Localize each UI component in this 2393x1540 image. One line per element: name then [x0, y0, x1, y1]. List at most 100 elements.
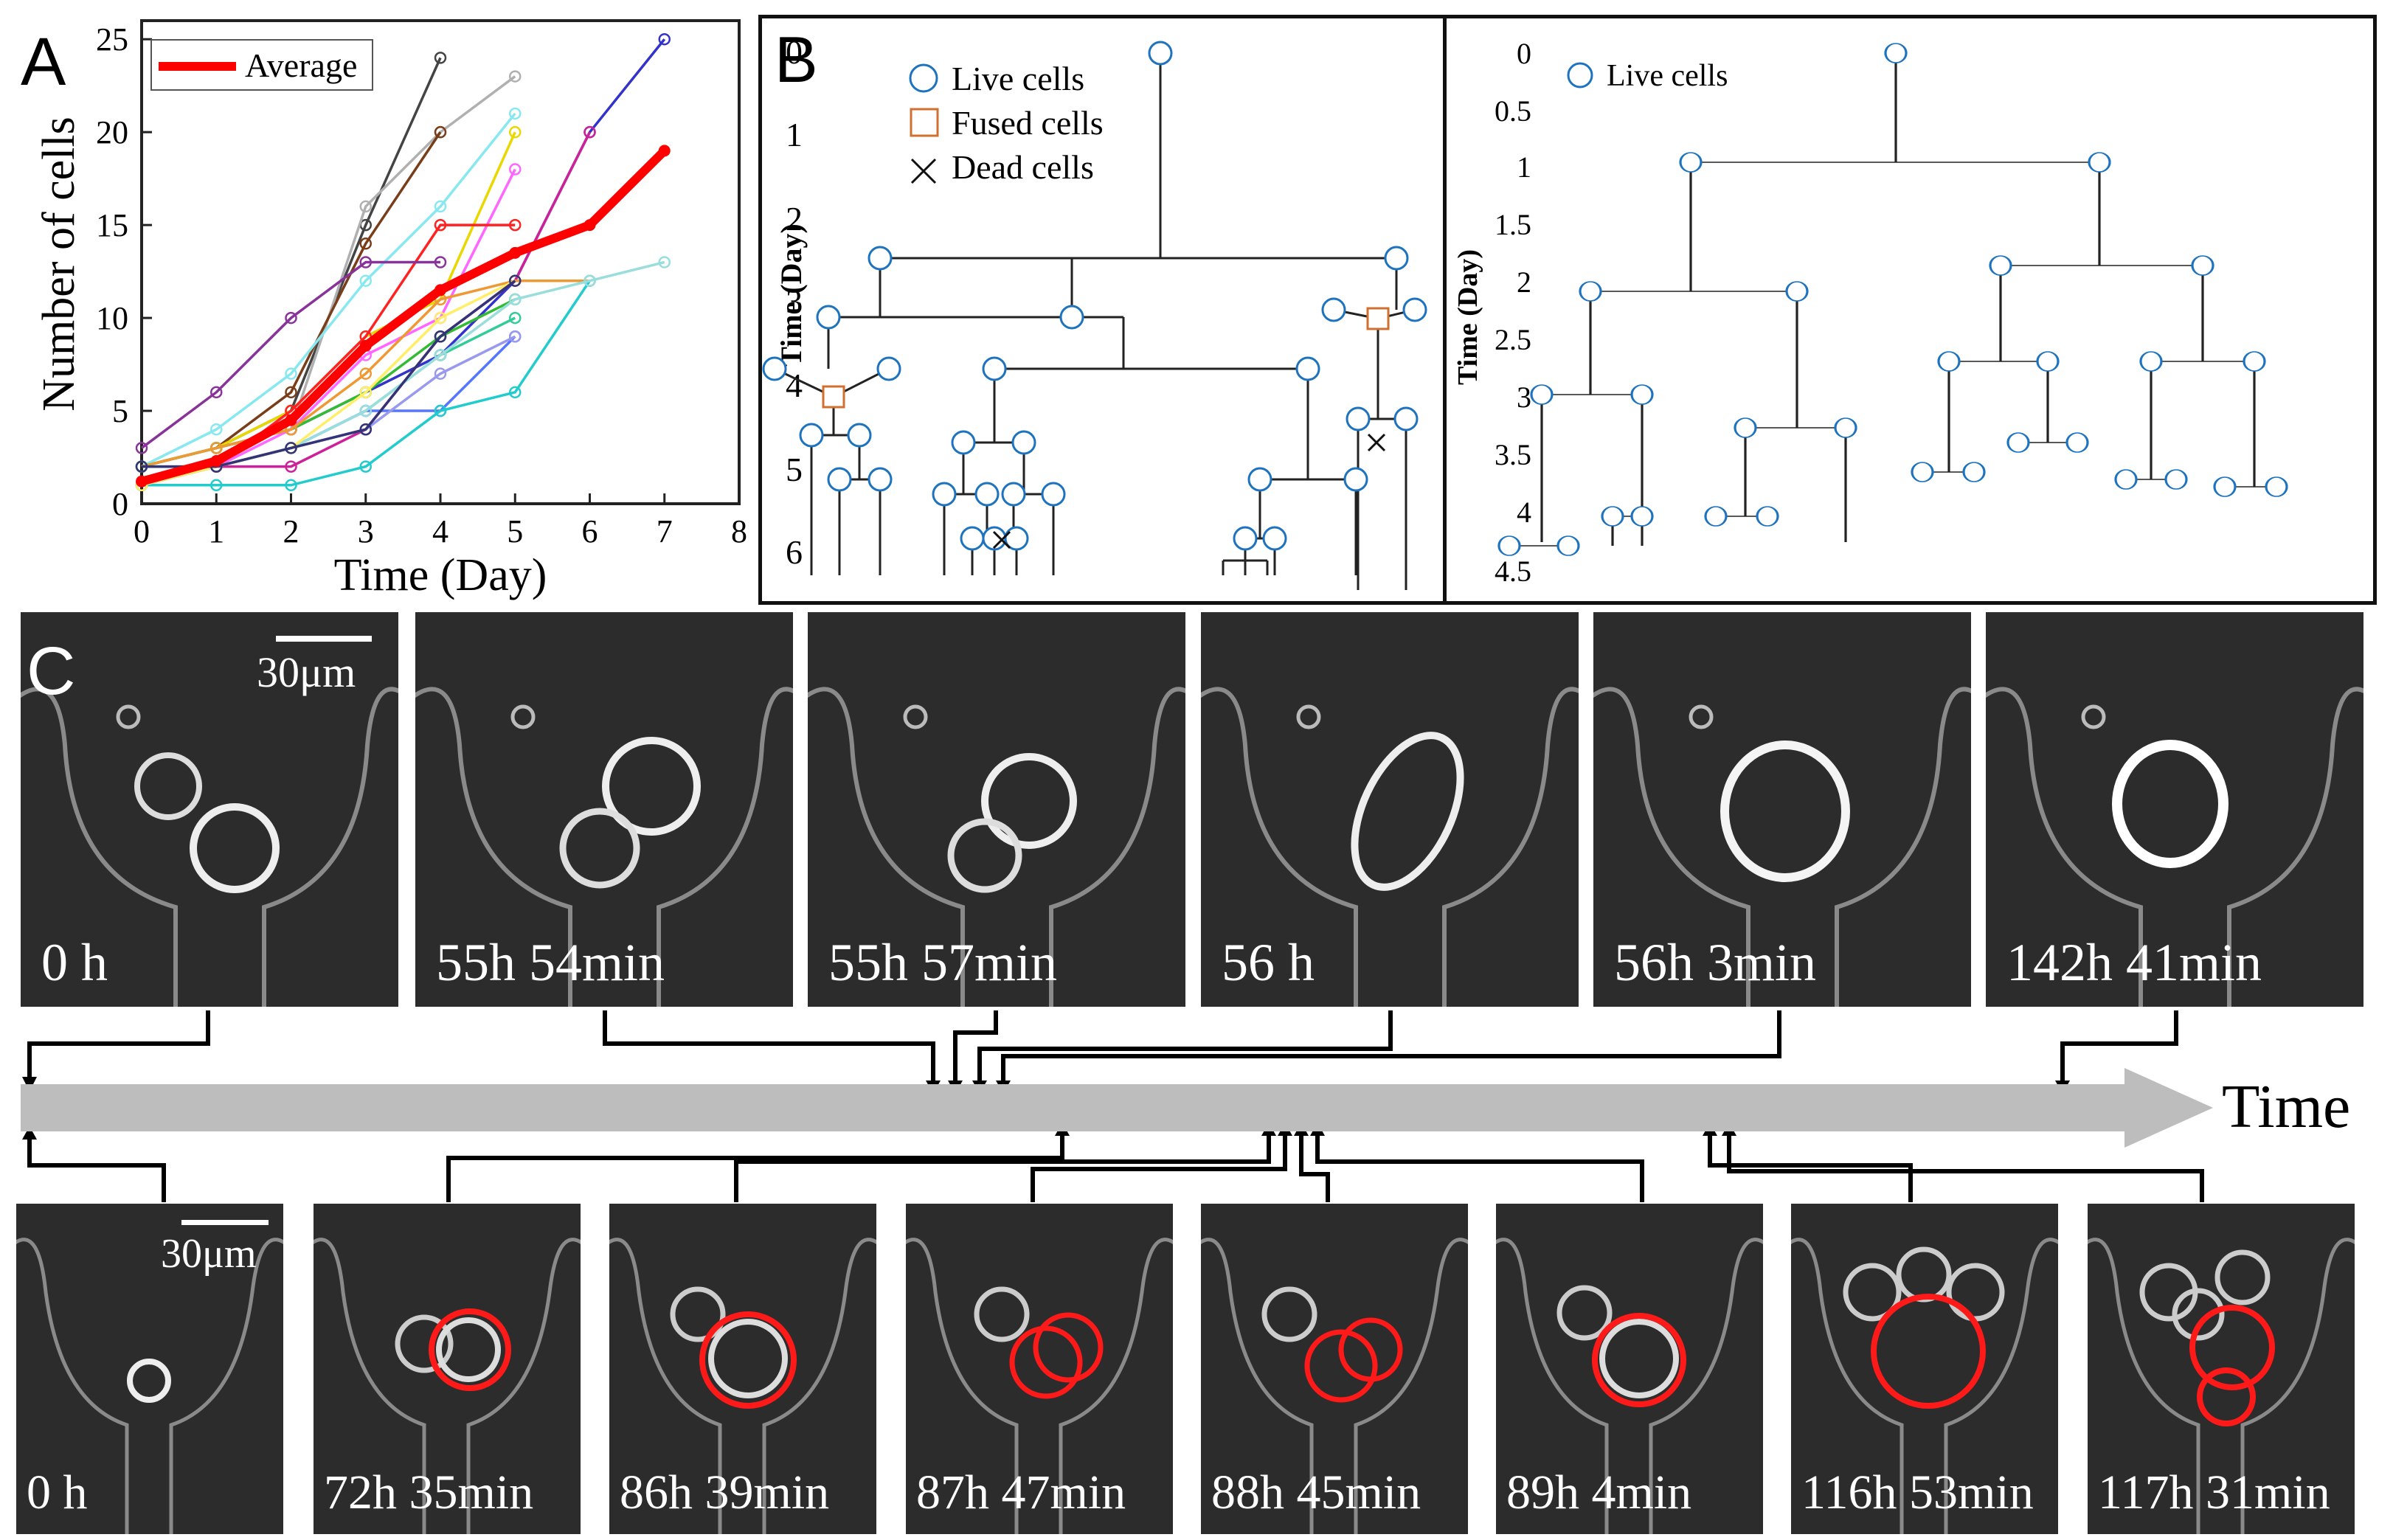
series-line-16	[142, 280, 591, 487]
tick-3-5: 3.5	[1495, 438, 1531, 471]
live-cell-marker	[1233, 526, 1258, 551]
tick-2: 2	[1517, 266, 1531, 299]
series-17-point	[509, 293, 522, 306]
series-line-6	[141, 112, 516, 468]
legend-dead-cells: Dead cells	[952, 148, 1094, 186]
frame-bottom-3: 86h 39min	[609, 1204, 876, 1534]
x-tick-label: 6	[582, 513, 598, 549]
timestamp: 88h 45min	[1211, 1466, 1421, 1519]
series-8-point	[509, 163, 522, 176]
series-9-point	[434, 218, 447, 232]
live-cell-marker	[1011, 430, 1036, 455]
live-cell-marker	[932, 482, 957, 507]
live-cell-marker	[2243, 351, 2266, 372]
panel-label-a: A	[21, 24, 66, 100]
average-point	[583, 219, 596, 232]
scale-bar-label: 30μm	[161, 1231, 257, 1277]
frame-top-4: 56 h	[1201, 612, 1579, 1007]
series-3-point	[434, 125, 447, 139]
series-16-point	[285, 479, 297, 492]
chamber-graphic	[314, 1238, 581, 1534]
time-arrow-label: Time	[2222, 1072, 2350, 1141]
time-axis-left: 0 1 2 3 4 5 6 Time (Day)	[775, 33, 808, 571]
x-tick-label: 2	[283, 513, 299, 549]
growth-chart: 0 1 2 3 4 5 6 7 8 0 5 10 15 20 25 Time (Day) Number of…	[34, 19, 747, 600]
panel-label-c: C	[27, 634, 76, 709]
tick-3: 3	[786, 282, 803, 320]
live-cell-marker	[2139, 351, 2163, 372]
live-cell-marker	[2213, 476, 2237, 497]
series-2-point	[509, 70, 522, 83]
x-tick-label: 7	[657, 513, 673, 549]
live-cell-marker	[762, 356, 787, 381]
live-cell-marker	[1601, 506, 1624, 527]
lineage-tree-left: 0 1 2 3 4 5 6 Time (Day) Live cells Fuse…	[762, 33, 1427, 590]
series-10-point	[359, 256, 372, 268]
series-16-point	[359, 460, 372, 473]
frame-bottom-6: 89h 4min	[1496, 1204, 1763, 1534]
chamber-graphic	[1201, 687, 1579, 1007]
tick-4: 4	[1517, 496, 1531, 529]
live-cell-marker	[1001, 482, 1026, 507]
series-10-point	[210, 386, 223, 399]
timestamp: 116h 53min	[1801, 1466, 2034, 1519]
live-cell-marker	[2265, 476, 2288, 497]
timestamp: 72h 35min	[324, 1466, 534, 1519]
series-6-point	[285, 367, 297, 380]
live-cell-marker	[2164, 469, 2188, 490]
timestamp: 0 h	[41, 933, 108, 992]
live-cell-marker	[1247, 467, 1272, 492]
live-cell-marker	[1911, 462, 1934, 482]
y-tick-label: 20	[96, 114, 128, 150]
live-cell-marker	[1530, 384, 1554, 405]
y-tick-label: 15	[96, 207, 128, 243]
timestamp: 87h 47min	[916, 1466, 1126, 1519]
chamber-graphic	[1986, 687, 2363, 1007]
chamber-graphic	[21, 687, 398, 1007]
time-axis-right: 0 0.5 1 1.5 2 2.5 3 3.5 4 4.5 Time (Day)	[1452, 37, 1531, 588]
dead-cell-marker	[992, 530, 1011, 549]
series-18-point	[434, 311, 447, 325]
timestamp: 89h 4min	[1506, 1466, 1692, 1519]
x-tick-label: 3	[358, 513, 374, 549]
series-18-point	[359, 386, 372, 399]
series-17-point	[583, 274, 596, 287]
live-cell-marker	[1295, 356, 1320, 381]
tick-6: 6	[786, 533, 803, 571]
average-point	[434, 284, 446, 296]
series-2-point	[359, 200, 372, 213]
tick-4-5: 4.5	[1495, 555, 1531, 588]
live-cell-marker	[2088, 152, 2111, 173]
live-cell-marker	[2065, 432, 2089, 453]
live-cell-marker	[2006, 432, 2030, 453]
series-3-point	[359, 237, 372, 250]
live-cell-marker	[1402, 297, 1427, 322]
tick-2: 2	[786, 200, 803, 237]
x-tick-label: 5	[507, 513, 523, 549]
legend-label-average: Average	[245, 46, 357, 84]
live-cell-marker	[1704, 506, 1728, 527]
chamber-graphic	[415, 687, 793, 1007]
series-17-point	[434, 349, 447, 361]
chamber-graphic	[1496, 1238, 1763, 1534]
x-tick-label: 0	[134, 513, 150, 549]
chamber-graphic	[1201, 1238, 1468, 1534]
series-9-point	[509, 218, 522, 232]
timestamp: 86h 39min	[620, 1466, 830, 1519]
chamber-graphic	[808, 687, 1185, 1007]
frame-bottom-7: 116h 53min	[1791, 1204, 2058, 1534]
legend-live-cells: Live cells	[952, 60, 1084, 97]
x-axis-label: Time (Day)	[334, 550, 547, 600]
x-tick-label: 1	[208, 513, 224, 549]
series-19-point	[285, 442, 297, 454]
series-6-point	[210, 423, 223, 436]
y-axis-label-right: Time (Day)	[1452, 249, 1483, 385]
panel-b-right-frame	[1443, 15, 2377, 605]
frame-bottom-5: 88h 45min	[1201, 1204, 1468, 1534]
panel-label-b: B	[775, 23, 818, 96]
average-line	[140, 148, 668, 486]
series-6-point	[509, 107, 522, 120]
fused-cell-marker	[822, 385, 845, 409]
y-axis-label-left: Time (Day)	[775, 223, 808, 367]
dead-cell-marker	[1367, 433, 1386, 452]
